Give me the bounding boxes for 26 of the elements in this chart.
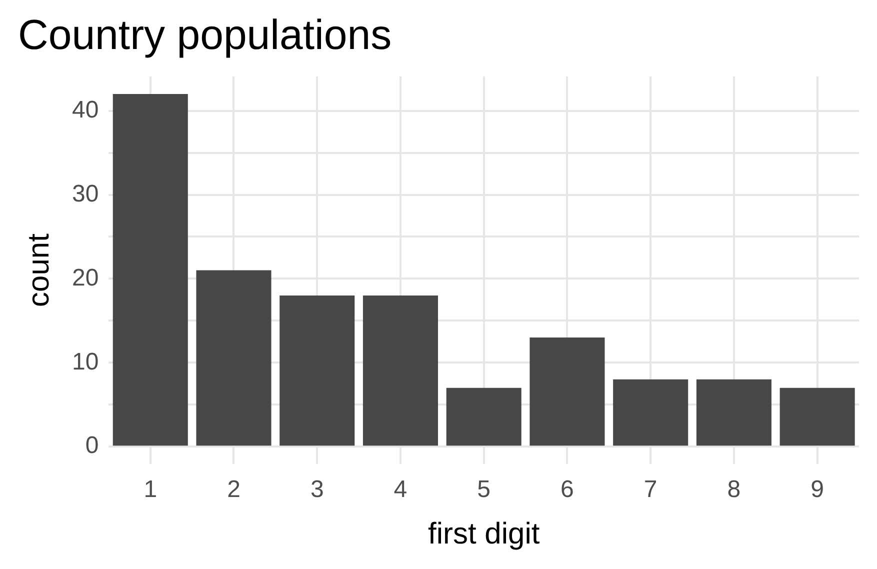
y-tick-label: 20 xyxy=(72,264,99,292)
bar xyxy=(280,295,355,446)
x-tick-label: 7 xyxy=(644,476,658,504)
bar xyxy=(196,270,272,446)
bar xyxy=(446,388,522,446)
x-tick-label: 9 xyxy=(810,476,824,504)
x-axis-title: first digit xyxy=(428,517,540,550)
bar xyxy=(112,94,188,446)
bar xyxy=(362,295,438,446)
x-tick-label: 3 xyxy=(310,476,324,504)
x-tick-label: 5 xyxy=(477,476,491,504)
bar xyxy=(780,388,855,446)
x-tick-label: 4 xyxy=(394,476,408,504)
x-tick-label: 6 xyxy=(560,476,574,504)
y-tick-label: 0 xyxy=(85,432,99,460)
x-tick-label: 1 xyxy=(144,476,158,504)
bar xyxy=(613,379,688,446)
chart-title: Country populations xyxy=(18,10,392,58)
y-axis-title: count xyxy=(22,232,56,307)
x-tick-label: 2 xyxy=(227,476,240,504)
bar xyxy=(530,337,605,446)
y-tick-label: 40 xyxy=(72,96,99,124)
x-tick-label: 8 xyxy=(727,476,741,504)
y-tick-label: 10 xyxy=(72,348,99,376)
bar xyxy=(696,379,772,446)
y-tick-label: 30 xyxy=(72,180,99,208)
